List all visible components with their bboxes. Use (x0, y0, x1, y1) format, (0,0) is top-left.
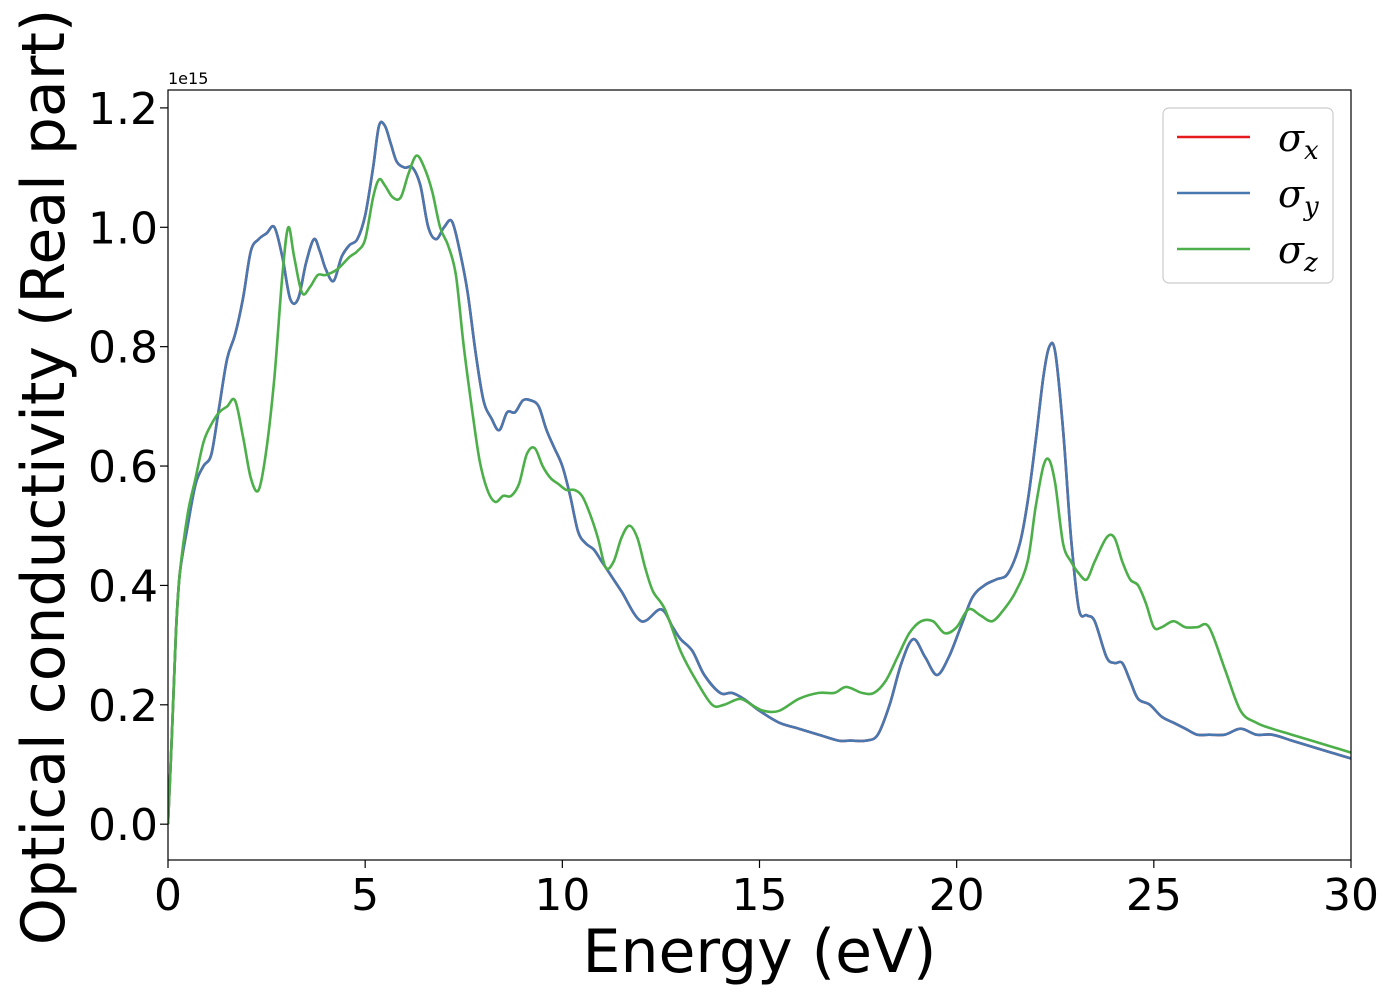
x-axis-label: Energy (eV) (583, 917, 937, 987)
y-axis-ticks: 0.0 0.2 0.4 0.6 0.8 1.0 1.2 (88, 84, 168, 851)
y-tick-label: 0.6 (88, 442, 158, 493)
legend-label-y: σy (1278, 172, 1319, 222)
legend: σx σy σz (1162, 107, 1334, 284)
y-tick-label: 0.2 (88, 681, 158, 732)
y-tick-label: 0.4 (88, 561, 158, 612)
x-axis-ticks: 0 5 10 15 20 25 30 (154, 860, 1379, 921)
y-tick-label: 1.0 (88, 203, 158, 254)
series-line-y (168, 120, 1351, 825)
x-tick-label: 10 (534, 870, 590, 921)
x-tick-label: 0 (154, 870, 182, 921)
x-tick-label: 5 (351, 870, 379, 921)
y-offset-label: 1e15 (168, 69, 208, 88)
legend-label-x: σx (1278, 116, 1319, 166)
y-axis-label: Optical conductivity (Real part) (9, 9, 79, 946)
legend-label-z: σz (1278, 228, 1318, 278)
x-tick-label: 20 (929, 870, 985, 921)
series-line-z (168, 154, 1351, 825)
x-tick-label: 30 (1323, 870, 1379, 921)
y-tick-label: 1.2 (88, 84, 158, 135)
x-tick-label: 25 (1126, 870, 1182, 921)
legend-box (1162, 107, 1334, 284)
y-tick-label: 0.0 (88, 800, 158, 851)
plot-lines (168, 120, 1351, 825)
y-tick-label: 0.8 (88, 323, 158, 374)
x-tick-label: 15 (732, 870, 788, 921)
